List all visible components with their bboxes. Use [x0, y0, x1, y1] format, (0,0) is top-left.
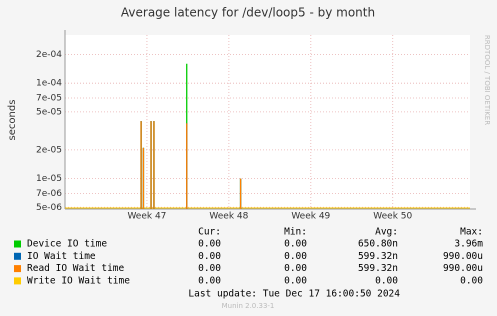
- legend-value: 599.32n: [358, 251, 398, 262]
- legend-header: Cur:: [198, 227, 221, 238]
- legend-value: 0.00: [198, 239, 221, 250]
- legend-value: 0.00: [284, 251, 307, 262]
- legend-value: 990.00u: [443, 263, 483, 274]
- plot-area: [65, 35, 470, 209]
- legend-label: Write IO Wait time: [27, 275, 130, 286]
- legend-label: Read IO Wait time: [27, 263, 125, 274]
- legend-swatch: [14, 240, 21, 248]
- legend-value: 990.00u: [443, 251, 483, 262]
- y-tick-label: 1e-05: [36, 174, 62, 184]
- y-tick-label: 7e-05: [36, 93, 62, 103]
- legend-value: 599.32n: [358, 263, 398, 274]
- legend-value: 0.00: [460, 275, 483, 286]
- legend-value: 0.00: [375, 275, 398, 286]
- footer: Munin 2.0.33-1: [222, 302, 275, 310]
- legend-value: 0.00: [198, 251, 221, 262]
- y-tick-label: 5e-05: [36, 107, 62, 117]
- legend-value: 0.00: [198, 275, 221, 286]
- legend-header: Max:: [460, 227, 483, 238]
- legend-value: 0.00: [284, 275, 307, 286]
- y-tick-label: 2e-04: [36, 50, 62, 60]
- y-tick-label: 7e-06: [36, 189, 62, 199]
- legend-value: 3.96m: [454, 239, 483, 250]
- y-tick-label: 1e-04: [36, 79, 62, 89]
- legend-label: Device IO time: [27, 239, 107, 250]
- legend-swatch: [14, 277, 21, 285]
- legend-header: Min:: [284, 227, 307, 238]
- x-tick-label: Week 48: [209, 212, 248, 222]
- legend-value: 0.00: [284, 239, 307, 250]
- legend-value: 0.00: [198, 263, 221, 274]
- x-tick-label: Week 50: [373, 212, 412, 222]
- legend-swatch: [14, 265, 21, 273]
- legend-label: IO Wait time: [27, 251, 96, 262]
- last-update: Last update: Tue Dec 17 16:00:50 2024: [188, 289, 400, 300]
- legend-value: 650.80n: [358, 239, 398, 250]
- side-text: RRDTOOL / TOBI OETIKER: [483, 35, 491, 125]
- legend-swatch: [14, 252, 21, 260]
- chart-title: Average latency for /dev/loop5 - by mont…: [121, 6, 375, 20]
- y-tick-label: 5e-06: [36, 203, 62, 213]
- legend-header: Avg:: [375, 227, 398, 238]
- x-tick-label: Week 47: [127, 212, 166, 222]
- x-tick-label: Week 49: [291, 212, 330, 222]
- legend-value: 0.00: [284, 263, 307, 274]
- y-axis-label: seconds: [7, 100, 18, 141]
- y-tick-label: 2e-05: [36, 145, 62, 155]
